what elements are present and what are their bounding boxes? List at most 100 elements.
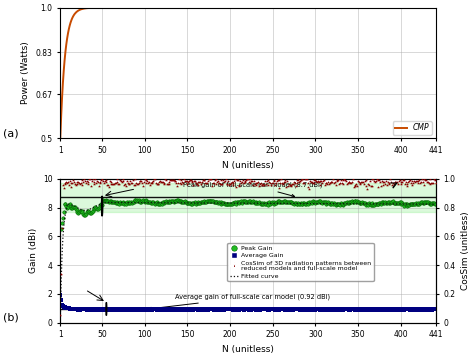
Point — [123, 199, 131, 205]
Point — [408, 307, 415, 313]
Point — [389, 198, 397, 204]
Point — [325, 200, 333, 206]
Point — [337, 306, 345, 312]
Point — [241, 179, 248, 185]
Point — [286, 199, 293, 205]
Point — [143, 307, 150, 313]
Point — [187, 306, 195, 312]
Point — [321, 182, 328, 188]
Point — [225, 306, 233, 312]
Point — [364, 186, 371, 192]
Point — [293, 306, 301, 312]
Point — [147, 307, 155, 313]
Point — [85, 209, 93, 215]
Point — [128, 200, 136, 206]
Point — [267, 200, 275, 205]
Point — [193, 200, 201, 206]
Point — [215, 199, 223, 205]
Point — [276, 306, 284, 312]
Point — [163, 306, 171, 312]
Point — [388, 182, 396, 188]
Point — [353, 306, 360, 312]
Point — [312, 178, 320, 184]
Point — [428, 201, 435, 207]
Point — [262, 306, 270, 312]
Point — [91, 179, 98, 185]
Point — [171, 198, 178, 204]
Point — [202, 306, 210, 312]
Point — [256, 200, 264, 206]
Point — [82, 180, 90, 186]
Point — [84, 181, 91, 187]
Point — [122, 306, 130, 312]
Point — [314, 179, 322, 184]
Point — [191, 306, 199, 312]
Point — [103, 198, 111, 204]
Point — [347, 199, 355, 205]
Point — [381, 306, 388, 312]
Point — [407, 201, 415, 207]
Point — [340, 307, 347, 313]
Point — [322, 180, 329, 185]
Point — [238, 179, 246, 185]
Point — [327, 179, 335, 185]
Point — [328, 200, 336, 206]
Point — [72, 183, 80, 188]
Point — [179, 306, 187, 312]
Point — [75, 306, 83, 312]
Point — [340, 306, 348, 312]
Point — [261, 306, 269, 312]
Point — [102, 198, 110, 204]
Point — [181, 198, 189, 204]
Point — [157, 306, 165, 312]
Point — [432, 201, 439, 207]
Point — [132, 176, 139, 182]
Point — [204, 198, 211, 204]
Point — [71, 204, 79, 210]
Point — [263, 178, 271, 184]
Point — [353, 198, 361, 204]
Point — [68, 306, 76, 311]
Point — [100, 180, 108, 186]
Point — [295, 306, 303, 312]
Point — [59, 215, 67, 221]
Point — [183, 200, 191, 206]
Point — [262, 201, 270, 207]
Point — [144, 306, 151, 312]
Point — [145, 199, 153, 205]
Point — [241, 199, 248, 205]
Text: (b): (b) — [3, 313, 19, 323]
Point — [186, 177, 194, 183]
Point — [153, 199, 161, 205]
Point — [340, 182, 347, 187]
Point — [191, 306, 198, 312]
Point — [161, 307, 168, 313]
Point — [283, 199, 291, 205]
Point — [225, 179, 232, 184]
Point — [356, 307, 364, 313]
Point — [272, 306, 280, 312]
Point — [315, 199, 322, 204]
Point — [281, 177, 288, 183]
Point — [118, 307, 126, 313]
Point — [278, 306, 286, 312]
Point — [348, 198, 356, 204]
Point — [225, 201, 232, 207]
Point — [278, 180, 286, 186]
Point — [360, 200, 368, 206]
Point — [66, 201, 73, 207]
Point — [221, 201, 228, 207]
Point — [166, 199, 174, 205]
Point — [198, 179, 206, 185]
Point — [345, 200, 352, 206]
Point — [152, 306, 160, 312]
Point — [64, 305, 72, 311]
Point — [280, 306, 288, 312]
Point — [328, 179, 335, 184]
Point — [390, 306, 398, 312]
Point — [254, 307, 261, 313]
Point — [68, 180, 76, 186]
Point — [201, 307, 208, 313]
Point — [269, 180, 276, 186]
Point — [85, 306, 92, 312]
